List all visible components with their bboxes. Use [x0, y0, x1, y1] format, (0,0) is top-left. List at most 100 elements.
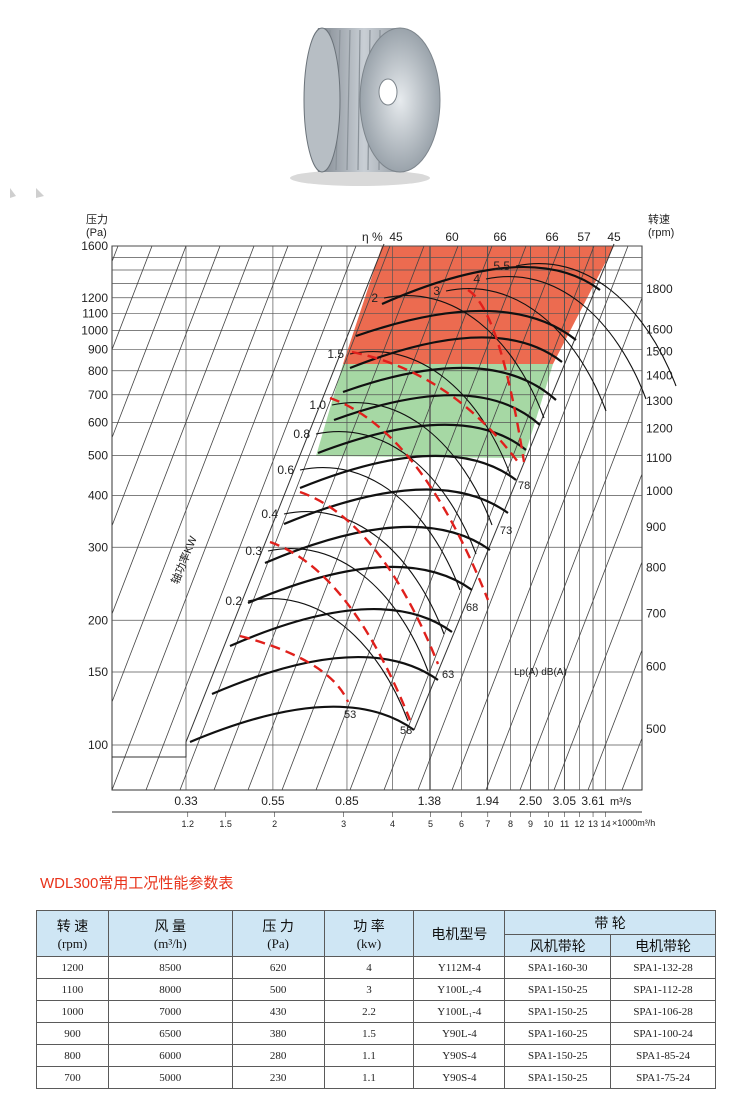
efficiency-tick-label: 60	[445, 230, 459, 244]
table-cell: 280	[231, 1044, 325, 1067]
vertical-gridlines	[185, 246, 607, 817]
table-row: 800 6000 280 1.1 Y90S-4 SPA1-150-25 SPA1-85-24	[36, 1044, 716, 1067]
right-tick-label: 1500	[646, 345, 673, 359]
noise-curve	[329, 396, 490, 601]
left-tick-label: 800	[88, 364, 108, 378]
bottom-x-tick-label: 2	[272, 819, 277, 829]
rpm-curve	[299, 454, 517, 490]
table-cell: 800	[36, 1044, 109, 1067]
horizontal-gridlines	[112, 245, 642, 746]
table-cell: SPA1-132-28	[610, 956, 716, 979]
right-tick-label: 1400	[646, 368, 673, 382]
efficiency-tick-label: 66	[545, 230, 559, 244]
red-zone	[343, 246, 614, 364]
left-tick-label: 150	[88, 665, 108, 679]
right-tick-label: 1000	[646, 484, 673, 498]
top-x-tick-label: 1.94	[476, 794, 500, 808]
table-cell: Y100L₂-4	[413, 978, 506, 1001]
resistance-line	[112, 246, 153, 351]
noise-label: 63	[442, 669, 454, 681]
resistance-line	[417, 246, 629, 790]
header-power: 功 率 (kw)	[323, 910, 415, 957]
resistance-line	[553, 560, 642, 790]
power-label: 0.6	[277, 463, 294, 477]
resistance-line	[519, 472, 642, 790]
table-cell: 230	[231, 1066, 325, 1089]
resistance-line	[690, 246, 750, 790]
table-cell: 4	[323, 956, 415, 979]
left-tick-label: 300	[88, 540, 108, 554]
table-cell: 380	[231, 1022, 325, 1045]
header-pressure: 压 力 (Pa)	[231, 910, 325, 957]
right-tick-label: 1100	[646, 451, 672, 465]
table-cell: SPA1-150-25	[504, 1000, 612, 1023]
table-cell: SPA1-150-25	[504, 1066, 612, 1089]
table-cell: SPA1-100-24	[610, 1022, 716, 1045]
fan-wheel-image	[10, 27, 441, 198]
left-tick-label: 1100	[82, 306, 108, 320]
noise-label: 53	[344, 709, 356, 721]
noise-curves	[239, 288, 526, 721]
table-cell: SPA1-160-30	[504, 956, 612, 979]
left-tick-label: 900	[88, 343, 108, 357]
bottom-x-axis-ticks: 1.2 1.5 2 3 4 5 6 7 8 9 10 11 12 13 14	[181, 819, 610, 829]
bottom-x-tick-label: 3	[341, 819, 346, 829]
power-curve	[267, 548, 429, 672]
table-cell: 6500	[107, 1022, 233, 1045]
right-tick-label: 900	[646, 520, 666, 534]
table-cell: Y100L₁-4	[413, 1000, 506, 1023]
bottom-x-tick-label: 5	[428, 819, 433, 829]
power-label: 0.2	[225, 594, 242, 608]
resistance-line	[112, 246, 221, 527]
table-cell: 3	[323, 978, 415, 1001]
left-tick-label: 1000	[81, 324, 108, 338]
table-cell: 900	[36, 1022, 109, 1045]
left-axis-label-2: (Pa)	[86, 227, 107, 239]
table-cell: 2.2	[323, 1000, 415, 1023]
bottom-x-unit: ×1000m³/h	[612, 818, 655, 828]
table-cell: 1200	[36, 956, 109, 979]
table-cell: 1.1	[323, 1044, 415, 1067]
left-tick-label: 400	[88, 489, 108, 503]
bottom-x-tick-label: 12	[574, 819, 584, 829]
noise-label: 78	[518, 480, 530, 492]
table-cell: SPA1-160-25	[504, 1022, 612, 1045]
resistance-line	[281, 246, 493, 790]
table-row: 1000 7000 430 2.2 Y100L₁-4 SPA1-150-25 SPA1-10…	[36, 1000, 716, 1023]
fan-performance-chart: 1001502003004005006007008009001000110012…	[0, 212, 750, 829]
bottom-x-tick-label: 4	[390, 819, 395, 829]
resistance-line	[621, 737, 642, 790]
resistance-line	[0, 246, 84, 790]
left-axis-ticks: 100 150 200 300 400 500 600 700 800 900 1000 110012…	[81, 239, 108, 752]
top-x-tick-label: 0.33	[174, 794, 198, 808]
top-x-tick-label: 0.85	[335, 794, 359, 808]
power-curve	[445, 288, 607, 412]
range-outline-right	[413, 243, 615, 731]
bottom-x-tick-label: 9	[528, 819, 533, 829]
noise-curve	[299, 490, 440, 665]
top-x-tick-label: 3.05	[553, 794, 577, 808]
bottom-x-tick-label: 1.5	[219, 819, 232, 829]
header-motor: 电机型号	[413, 910, 506, 957]
table-cell: 7000	[107, 1000, 233, 1023]
table-cell: 430	[231, 1000, 325, 1023]
header-speed: 转 速 (rpm)	[36, 910, 109, 957]
left-tick-label: 600	[88, 416, 108, 430]
top-x-axis-ticks: 0.33 0.55 0.85 1.38 1.94 2.50 3.05 3.61	[174, 794, 605, 808]
table-cell: 1000	[36, 1000, 109, 1023]
power-curve	[299, 467, 461, 591]
table-title: WDL300常用工况性能参数表	[40, 875, 234, 892]
table-cell: SPA1-106-28	[610, 1000, 716, 1023]
power-label: 2	[371, 291, 378, 305]
rpm-curve	[247, 565, 473, 605]
resistance-line	[213, 246, 425, 790]
table-body: 1200 8500 620 4 Y112M-4 SPA1-160-30 SPA1-132-2…	[36, 956, 716, 1089]
power-curve	[383, 295, 545, 419]
resistance-line	[112, 246, 255, 615]
power-curve	[331, 402, 493, 526]
left-tick-label: 700	[88, 388, 108, 402]
rpm-curve	[342, 366, 557, 401]
noise-label: 73	[500, 525, 512, 537]
noise-label: 58	[400, 725, 412, 737]
resistance-line	[247, 246, 459, 790]
